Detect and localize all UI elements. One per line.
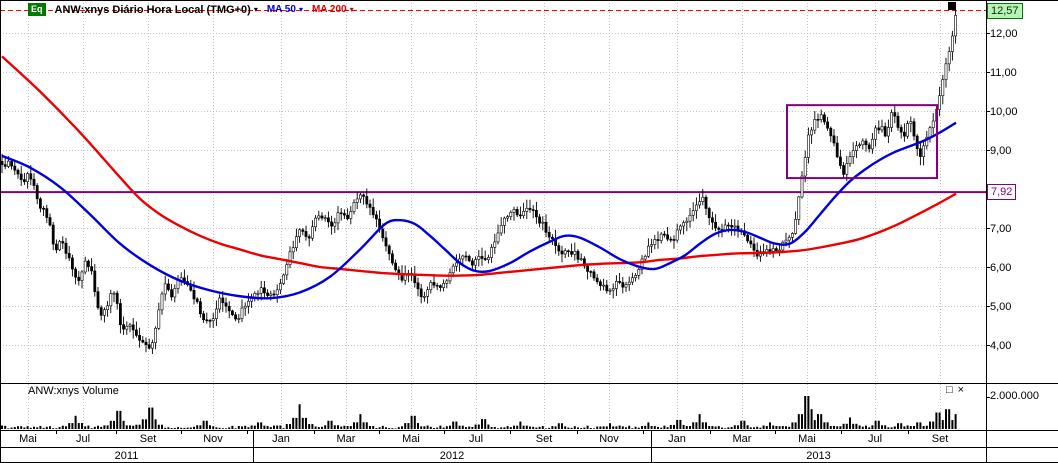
svg-text:Jul: Jul [469, 433, 483, 445]
svg-text:Mai: Mai [798, 433, 816, 445]
chevron-down-icon[interactable]: ▾ [298, 4, 303, 14]
svg-text:12,00: 12,00 [990, 28, 1018, 40]
svg-text:4,00: 4,00 [990, 340, 1011, 352]
svg-text:Nov: Nov [599, 433, 619, 445]
svg-text:Set: Set [140, 433, 157, 445]
equity-type-badge: Eq [28, 3, 46, 16]
chart-legend: Eq ANW:xnys Diário Hora Local (TMG+0) ▾ … [28, 3, 354, 16]
volume-pane-title: ANW:xnys Volume [28, 385, 119, 397]
svg-text:6,00: 6,00 [990, 262, 1011, 274]
svg-text:2011: 2011 [115, 450, 139, 462]
purple-box-annotation[interactable] [786, 104, 938, 180]
svg-text:Nov: Nov [203, 433, 223, 445]
svg-text:7,00: 7,00 [990, 223, 1011, 235]
ma50-legend-label[interactable]: MA 50 [266, 4, 296, 15]
svg-text:2012: 2012 [440, 450, 464, 462]
svg-text:Mai: Mai [402, 433, 420, 445]
svg-text:Jul: Jul [76, 433, 90, 445]
drawing-handle-marker[interactable] [948, 2, 956, 10]
volume-pane-controls: □ × [946, 384, 964, 396]
last-price-badge: 12,57 [987, 3, 1023, 19]
volume-bars-layer [1, 396, 957, 429]
svg-text:Jul: Jul [868, 433, 882, 445]
chevron-down-icon[interactable]: ▾ [253, 4, 258, 14]
ma50-legend-item[interactable]: MA 50 ▾ [267, 4, 303, 15]
annotations-back-layer [0, 10, 986, 194]
moving-averages-layer [1, 55, 957, 300]
svg-text:Mar: Mar [733, 433, 752, 445]
instrument-legend-item[interactable]: ANW:xnys Diário Hora Local (TMG+0) ▾ [55, 4, 258, 16]
ma200-legend-item[interactable]: MA 200 ▾ [312, 4, 354, 15]
svg-text:2013: 2013 [806, 450, 830, 462]
svg-text:Mar: Mar [337, 433, 356, 445]
close-icon[interactable]: × [957, 384, 965, 396]
expand-icon[interactable]: □ [946, 384, 953, 396]
svg-text:10,00: 10,00 [990, 106, 1018, 118]
price-level-badge[interactable]: 7,92 [987, 184, 1017, 200]
svg-text:Set: Set [536, 433, 553, 445]
grid-layer [0, 0, 986, 430]
svg-text:Jan: Jan [668, 433, 686, 445]
svg-text:Set: Set [932, 433, 949, 445]
svg-text:11,00: 11,00 [990, 67, 1017, 79]
svg-text:Mai: Mai [19, 433, 37, 445]
svg-text:5,00: 5,00 [990, 301, 1011, 313]
svg-text:Jan: Jan [272, 433, 290, 445]
ma200-legend-label[interactable]: MA 200 [311, 4, 347, 15]
chevron-down-icon[interactable]: ▾ [349, 4, 354, 14]
volume-scale-label: 2.000.000 [990, 390, 1039, 402]
instrument-title[interactable]: ANW:xnys Diário Hora Local (TMG+0) [54, 3, 251, 16]
annotations-front-layer[interactable] [786, 2, 956, 180]
candles-layer [0, 9, 958, 355]
svg-text:9,00: 9,00 [990, 145, 1011, 157]
